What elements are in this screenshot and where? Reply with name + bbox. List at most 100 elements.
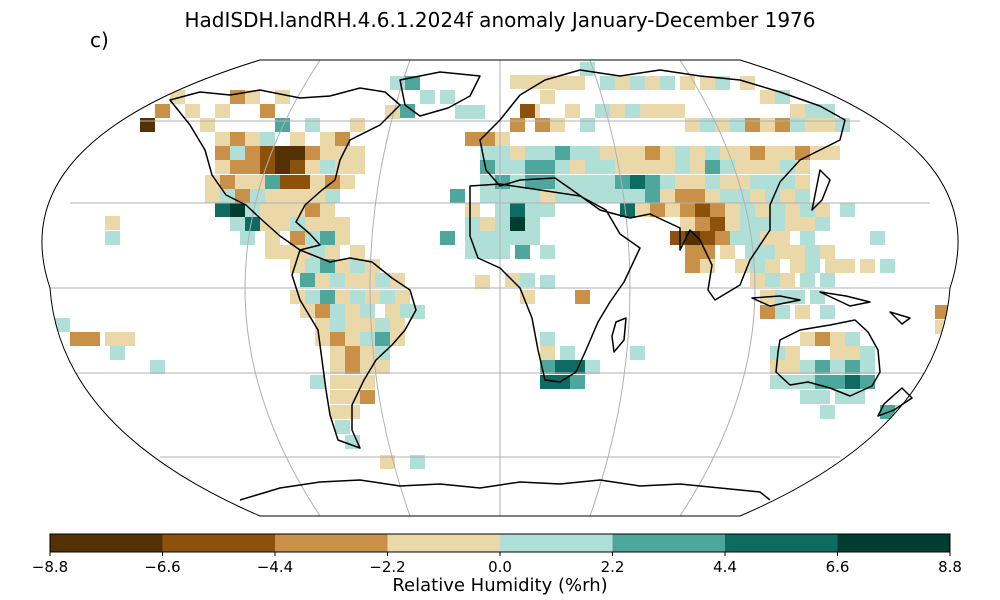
grid-cell xyxy=(615,160,630,174)
grid-cell xyxy=(585,175,600,189)
grid-cell xyxy=(300,273,315,287)
grid-cell xyxy=(795,160,810,174)
grid-cell xyxy=(245,132,260,146)
grid-cell xyxy=(280,175,295,189)
grid-cell xyxy=(635,203,650,217)
grid-cell xyxy=(660,146,675,160)
grid-cell xyxy=(725,203,740,217)
grid-cell xyxy=(800,332,815,346)
colorbar-label: Relative Humidity (%rh) xyxy=(392,575,608,596)
grid-cell xyxy=(465,245,480,259)
grid-cell xyxy=(665,203,680,217)
grid-cell xyxy=(265,245,280,259)
grid-cell xyxy=(275,160,290,174)
grid-cell xyxy=(170,90,185,104)
map-title: HadISDH.landRH.4.6.1.2024f anomaly Janua… xyxy=(184,8,816,32)
grid-cell xyxy=(795,175,810,189)
grid-cell xyxy=(105,216,120,230)
grid-cell xyxy=(845,346,860,360)
grid-cell xyxy=(790,259,805,273)
grid-cell xyxy=(840,203,855,217)
grid-cell xyxy=(785,217,800,231)
grid-cell xyxy=(215,160,230,174)
grid-cell xyxy=(465,217,480,231)
grid-cell xyxy=(455,105,470,119)
grid-cell xyxy=(230,217,245,231)
grid-cell xyxy=(320,217,335,231)
grid-cell xyxy=(495,160,510,174)
grid-cell xyxy=(290,259,305,273)
grid-cell xyxy=(610,104,625,118)
grid-cell xyxy=(315,304,330,318)
grid-cell xyxy=(600,175,615,189)
grid-cell xyxy=(280,189,295,203)
grid-cell xyxy=(880,259,895,273)
grid-cell xyxy=(740,217,755,231)
grid-cell xyxy=(305,160,320,174)
grid-cell xyxy=(525,203,540,217)
grid-cell xyxy=(375,273,390,287)
grid-cell xyxy=(320,231,335,245)
grid-cell xyxy=(705,160,720,174)
grid-cell xyxy=(560,346,575,360)
grid-cell xyxy=(290,231,305,245)
grid-cell xyxy=(345,332,360,346)
grid-cell xyxy=(260,160,275,174)
grid-cell xyxy=(750,259,765,273)
grid-cell xyxy=(155,104,170,118)
grid-cell xyxy=(645,175,660,189)
grid-cell xyxy=(495,146,510,160)
grid-cell xyxy=(495,132,510,146)
grid-cell xyxy=(760,90,775,104)
grid-cell xyxy=(555,360,570,374)
grid-cell xyxy=(600,160,615,174)
grid-cell xyxy=(745,245,760,259)
grid-cell xyxy=(335,146,350,160)
grid-cell xyxy=(335,132,350,146)
grid-cell xyxy=(525,189,540,203)
grid-cell xyxy=(690,189,705,203)
grid-cell xyxy=(480,231,495,245)
grid-cell xyxy=(645,76,660,90)
grid-cell xyxy=(260,146,275,160)
grid-cell xyxy=(305,118,320,132)
colorbar-tick-label: −6.6 xyxy=(144,558,181,576)
grid-cell xyxy=(575,290,590,304)
grid-cell xyxy=(820,305,835,319)
grid-cell xyxy=(685,259,700,273)
grid-cell xyxy=(375,360,390,374)
grid-cell xyxy=(690,175,705,189)
grid-cell xyxy=(770,217,785,231)
grid-cell xyxy=(260,104,275,118)
grid-cell xyxy=(720,175,735,189)
colorbar-segment xyxy=(837,534,951,552)
colorbar-segment xyxy=(275,534,388,552)
grid-cell xyxy=(645,160,660,174)
grid-cell xyxy=(310,175,325,189)
grid-cell xyxy=(275,146,290,160)
grid-cell xyxy=(660,160,675,174)
grid-cell xyxy=(750,189,765,203)
grid-cell xyxy=(215,104,230,118)
grid-cell xyxy=(815,217,830,231)
colorbar-tick-label: 4.4 xyxy=(713,558,737,576)
grid-cell xyxy=(775,305,790,319)
grid-cell xyxy=(245,160,260,174)
grid-cell xyxy=(525,160,540,174)
grid-cell xyxy=(350,118,365,132)
grid-cell xyxy=(335,217,350,231)
grid-cell xyxy=(555,146,570,160)
grid-cell xyxy=(395,290,410,304)
colorbar-segment xyxy=(612,534,726,552)
grid-cell xyxy=(230,132,245,146)
grid-cell xyxy=(540,90,555,104)
grid-cell xyxy=(525,231,540,245)
grid-cell xyxy=(375,318,390,332)
grid-cell xyxy=(715,76,730,90)
grid-cell xyxy=(670,104,685,118)
grid-cell xyxy=(315,273,330,287)
grid-cell xyxy=(330,273,345,287)
grid-cell xyxy=(775,118,790,132)
grid-cell xyxy=(325,189,340,203)
